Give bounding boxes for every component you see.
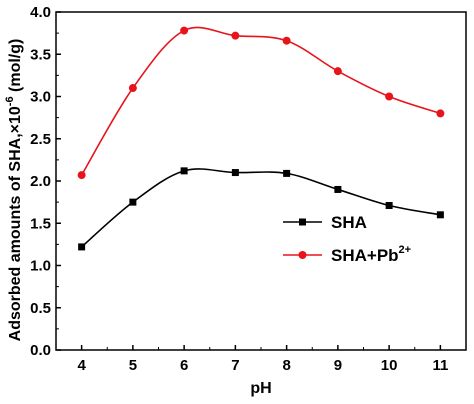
data-point-1 — [77, 171, 86, 180]
legend-marker-0 — [299, 218, 306, 226]
legend-label-text: SHA — [331, 213, 367, 232]
data-point-0 — [129, 198, 137, 206]
y-tick-label: 3.0 — [30, 89, 51, 106]
x-tick-label: 10 — [381, 357, 398, 374]
data-point-0 — [436, 211, 444, 219]
data-point-1 — [231, 31, 240, 40]
legend-label-text: SHA+Pb — [331, 246, 399, 265]
y-tick-label: 1.0 — [30, 258, 51, 275]
data-point-1 — [180, 26, 189, 35]
y-axis-label-unit: (mol/g) — [7, 39, 24, 97]
y-tick-label: 1.5 — [30, 215, 51, 232]
legend-marker-1 — [298, 251, 307, 259]
data-point-0 — [78, 243, 86, 251]
y-axis-label: Adsorbed amounts of SHA,×10-6 (mol/g) — [4, 39, 24, 342]
y-tick-label: 0.5 — [30, 300, 51, 317]
x-tick-label: 9 — [334, 357, 342, 374]
y-axis-label-main: Adsorbed amounts of SHA,×10 — [7, 106, 24, 341]
x-tick-label: 6 — [180, 357, 188, 374]
x-tick-label: 7 — [231, 357, 239, 374]
data-point-0 — [385, 202, 393, 210]
legend-label-0: SHA — [331, 213, 367, 232]
y-tick-label: 2.5 — [30, 131, 51, 148]
data-point-0 — [334, 185, 342, 193]
legend-label-1: SHA+Pb2+ — [331, 244, 411, 265]
x-tick-label: 4 — [77, 357, 86, 374]
y-tick-label: 0.0 — [30, 342, 51, 359]
data-point-1 — [436, 109, 445, 118]
y-tick-label: 4.0 — [30, 4, 51, 21]
series-line-1 — [80, 26, 441, 176]
data-point-1 — [128, 84, 137, 93]
data-point-1 — [385, 92, 394, 101]
data-point-0 — [283, 169, 291, 177]
x-axis-label: pH — [250, 380, 271, 397]
x-tick-label: 11 — [432, 357, 448, 374]
y-tick-label: 2.0 — [30, 173, 51, 190]
data-point-1 — [282, 36, 291, 45]
x-tick-label: 8 — [282, 357, 290, 374]
legend-label-superscript: 2+ — [399, 244, 412, 256]
data-point-0 — [231, 169, 239, 177]
data-point-1 — [333, 67, 342, 76]
data-point-0 — [180, 167, 188, 175]
x-tick-label: 5 — [129, 357, 137, 374]
y-tick-label: 3.5 — [30, 46, 51, 63]
plot-frame — [55, 11, 467, 351]
y-axis-label-exponent: -6 — [4, 96, 16, 106]
